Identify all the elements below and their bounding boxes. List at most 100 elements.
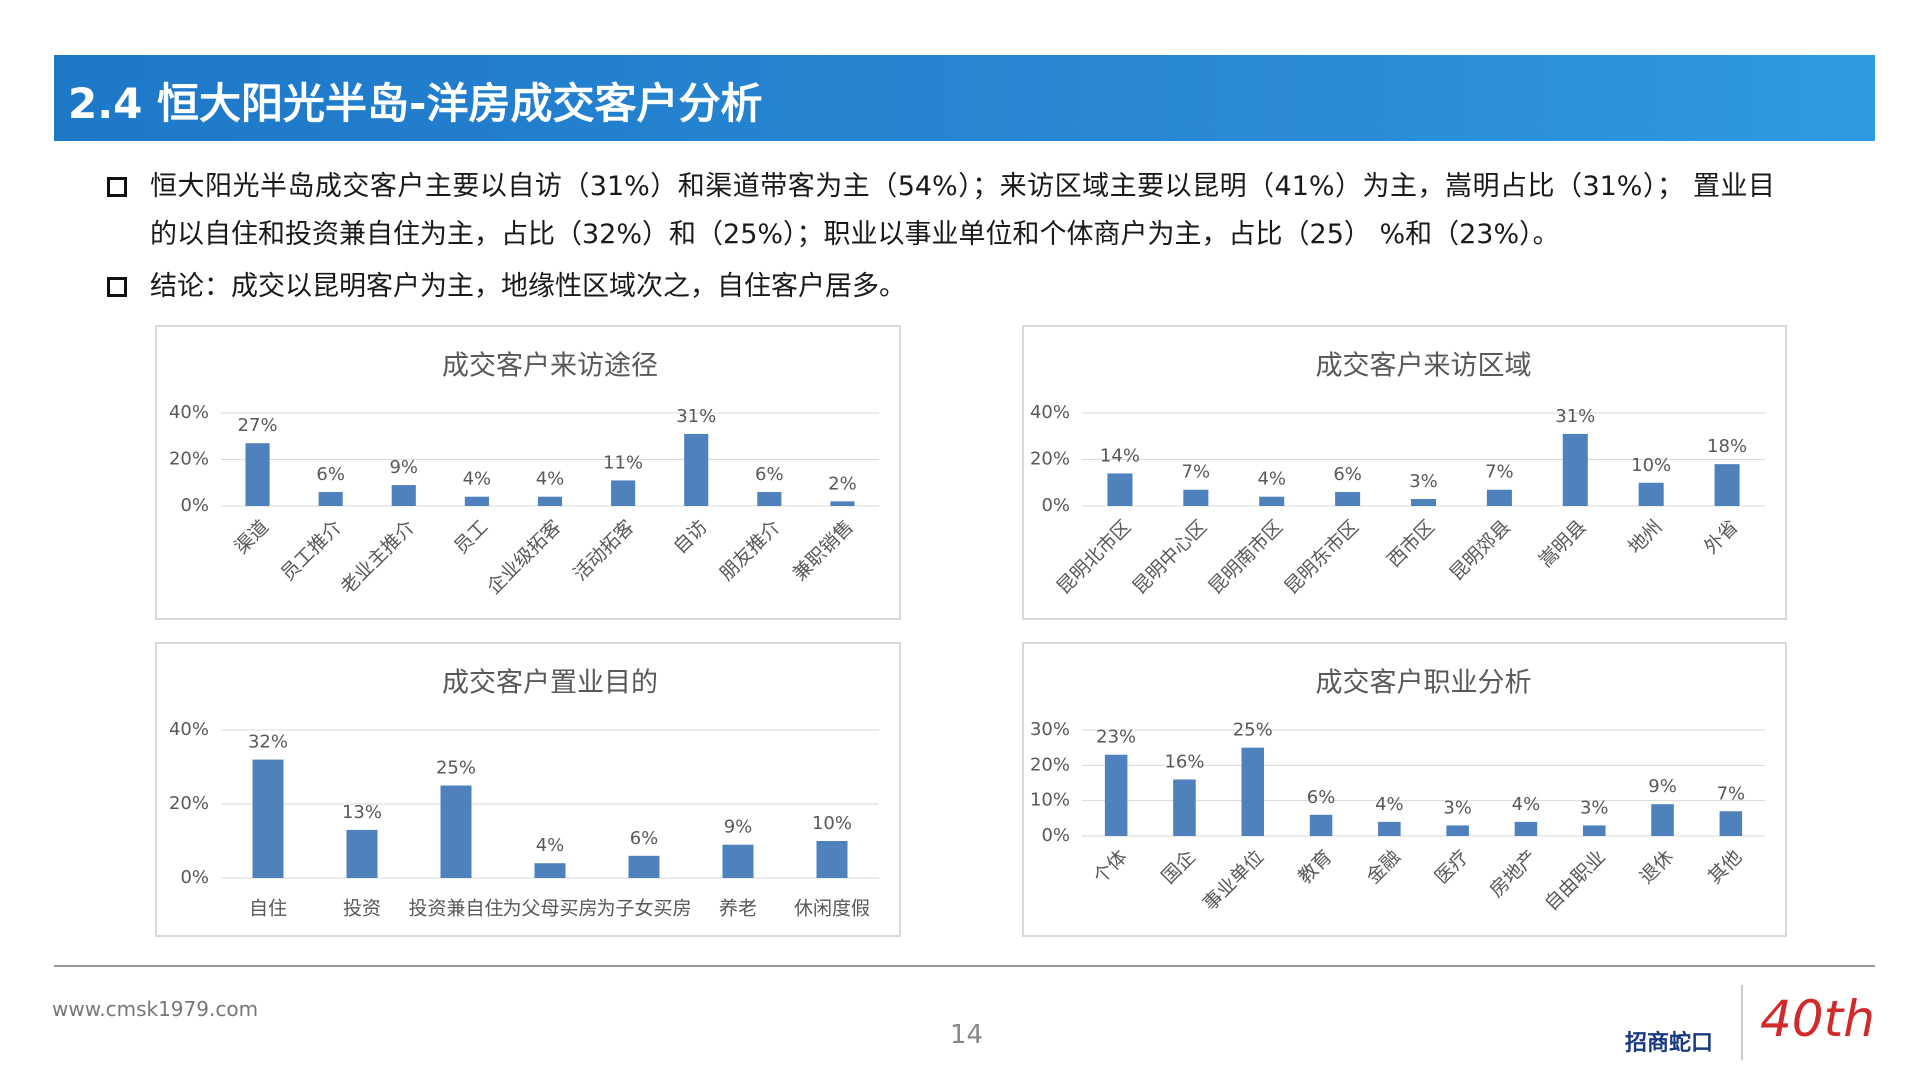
value-label: 16%: [1164, 751, 1204, 772]
value-label: 7%: [1182, 462, 1211, 483]
x-tick-label: 投资: [343, 898, 381, 920]
value-label: 4%: [536, 835, 565, 856]
value-label: 3%: [1580, 797, 1609, 818]
logo: 招商蛇口: [1625, 1031, 1714, 1056]
value-label: 4%: [536, 469, 565, 490]
x-tick-label: 养老: [719, 898, 757, 920]
x-tick-label: 休闲度假: [794, 898, 870, 920]
bar: [611, 480, 636, 506]
website: www.cmsk1979.com: [52, 997, 259, 1021]
value-label: 31%: [1555, 406, 1595, 427]
value-label: 27%: [238, 415, 278, 436]
bar: [1582, 825, 1606, 836]
bar: [1309, 814, 1333, 836]
bar: [1719, 811, 1743, 836]
value-label: 10%: [1631, 455, 1671, 476]
value-label: 25%: [1233, 720, 1273, 741]
chart-title: 成交客户来访区域: [1316, 351, 1532, 382]
bar: [534, 863, 566, 878]
value-label: 6%: [316, 464, 345, 485]
bullet-box: [107, 277, 127, 297]
value-label: 4%: [1257, 469, 1286, 490]
value-label: 6%: [755, 464, 784, 485]
x-tick-label: 为子女买房: [596, 898, 691, 920]
bar: [816, 841, 848, 878]
bar: [1173, 779, 1196, 836]
value-label: 32%: [248, 732, 288, 753]
bullet-box: [107, 177, 127, 197]
chart-title: 成交客户来访途径: [442, 351, 658, 382]
value-label: 4%: [1512, 794, 1541, 815]
chart-frame: [1022, 642, 1787, 937]
bar: [1651, 804, 1674, 836]
bar: [1378, 821, 1401, 836]
bar: [391, 485, 416, 506]
y-tick-label: 20%: [169, 449, 209, 470]
header-bar: [54, 55, 1875, 141]
bar: [1486, 489, 1512, 506]
bullet-text: 结论：成交以昆明客户为主，地缘性区域次之，自住客户居多。: [150, 271, 906, 302]
value-label: 7%: [1485, 462, 1514, 483]
chart-frame: [155, 325, 901, 620]
bar: [252, 759, 284, 878]
value-label: 11%: [603, 452, 643, 473]
bar: [1335, 492, 1361, 506]
value-label: 4%: [463, 469, 492, 490]
value-label: 2%: [828, 473, 857, 494]
value-label: 9%: [1648, 776, 1677, 797]
x-tick-label: 投资兼自住: [408, 898, 503, 920]
value-label: 7%: [1717, 783, 1746, 804]
value-label: 6%: [1307, 787, 1336, 808]
y-tick-label: 20%: [169, 793, 209, 814]
value-label: 18%: [1707, 436, 1747, 457]
bar: [830, 501, 855, 506]
chart: 成交客户来访区域0%20%40%14%昆明北市区7%昆明中心区4%昆明南市区6%…: [1022, 325, 1787, 620]
bar: [464, 496, 489, 506]
x-tick-label: 为父母买房: [502, 898, 597, 920]
y-tick-label: 20%: [1030, 754, 1070, 775]
y-tick-label: 0%: [180, 867, 209, 888]
bullet-text: 恒大阳光半岛成交客户主要以自访（31%）和渠道带客为主（54%）；来访区域主要以…: [150, 171, 1775, 250]
value-label: 14%: [1100, 445, 1140, 466]
chart-title: 成交客户置业目的: [442, 668, 658, 699]
value-label: 6%: [630, 828, 659, 849]
y-tick-label: 0%: [1041, 825, 1070, 846]
value-label: 13%: [342, 802, 382, 823]
chart-title: 成交客户职业分析: [1316, 668, 1532, 699]
bar: [245, 443, 270, 506]
y-tick-label: 0%: [180, 495, 209, 516]
bar: [1183, 489, 1209, 506]
y-tick-label: 20%: [1030, 449, 1070, 470]
bar: [1714, 464, 1740, 506]
value-label: 10%: [812, 813, 852, 834]
value-label: 3%: [1443, 797, 1472, 818]
anniversary-logo: 40th: [1760, 990, 1875, 1048]
bar: [1638, 482, 1664, 506]
bar: [684, 433, 709, 506]
value-label: 6%: [1333, 464, 1362, 485]
bar: [318, 492, 343, 506]
value-label: 3%: [1409, 471, 1438, 492]
y-tick-label: 40%: [169, 402, 209, 423]
value-label: 4%: [1375, 794, 1404, 815]
y-tick-label: 40%: [169, 719, 209, 740]
chart: 成交客户来访途径0%20%40%27%渠道6%员工推介9%老业主推介4%员工4%…: [155, 325, 901, 620]
bar: [757, 492, 782, 506]
bar: [1241, 747, 1265, 836]
bar: [537, 496, 563, 506]
slide-title: 2.4 恒大阳光半岛-洋房成交客户分析: [68, 79, 763, 128]
y-tick-label: 10%: [1030, 790, 1070, 811]
bar: [440, 785, 472, 878]
value-label: 9%: [724, 817, 753, 838]
bar: [1446, 825, 1469, 836]
bar: [722, 844, 754, 878]
chart: 成交客户置业目的 0% 20% 40% 32% 自住 13% 投资 25% 投资兼自住 4% 为父母买…: [155, 642, 901, 937]
bar: [1104, 754, 1128, 836]
bar: [628, 855, 660, 878]
value-label: 9%: [389, 457, 418, 478]
x-tick-label: 自住: [249, 898, 287, 920]
bar: [1514, 821, 1538, 836]
